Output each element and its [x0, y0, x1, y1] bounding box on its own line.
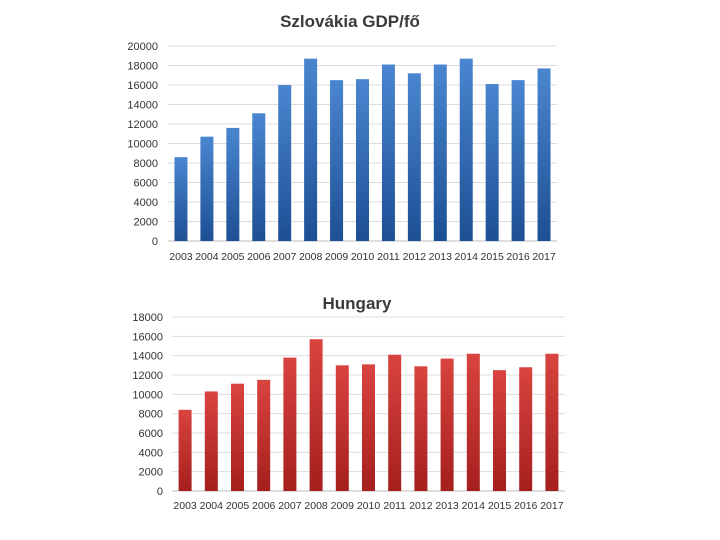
x-tick-label: 2014 — [455, 251, 479, 263]
bar-2005 — [231, 383, 244, 491]
y-tick-label: 6000 — [139, 428, 163, 440]
bar-2010 — [356, 79, 369, 242]
y-tick-label: 2000 — [134, 217, 158, 229]
x-tick-label: 2015 — [480, 251, 504, 263]
y-tick-label: 16000 — [127, 80, 158, 92]
y-tick-label: 0 — [152, 236, 158, 248]
x-tick-label: 2011 — [377, 251, 400, 263]
x-tick-label: 2013 — [435, 500, 459, 512]
bar-2012 — [414, 366, 428, 491]
plot-area: 0 2000 4000 6000 8000 10000 12000 14000 16000 180… — [132, 312, 565, 512]
x-tick-label: 2011 — [383, 500, 406, 512]
bar-2016 — [511, 80, 525, 241]
bar-2013 — [433, 64, 447, 242]
y-tick-label: 16000 — [132, 331, 163, 343]
x-tick-label: 2009 — [325, 251, 349, 263]
x-tick-label: 2003 — [169, 251, 193, 263]
bar-2005 — [226, 127, 240, 241]
bar-2017 — [537, 68, 551, 241]
bar-2009 — [330, 80, 344, 241]
bar-2014 — [459, 58, 473, 241]
x-tick-label: 2010 — [357, 500, 381, 512]
x-tick-label: 2015 — [488, 500, 512, 512]
bar-2014 — [466, 353, 480, 491]
chart-title: Szlovákia GDP/fő — [280, 12, 420, 31]
x-tick-label: 2005 — [226, 500, 250, 512]
y-tick-label: 10000 — [132, 389, 163, 401]
x-tick-label: 2004 — [195, 251, 219, 263]
x-tick-label: 2016 — [514, 500, 538, 512]
y-tick-label: 10000 — [127, 139, 158, 151]
x-tick-label: 2012 — [409, 500, 433, 512]
bar-2015 — [493, 370, 506, 491]
bar-2017 — [545, 353, 559, 491]
bar-2004 — [200, 136, 214, 241]
hungary-gdp-chart: Hungary 0 2000 4000 6000 8000 10000 12000 14000… — [132, 294, 565, 512]
bar-2007 — [283, 357, 297, 491]
y-tick-label: 14000 — [127, 100, 158, 112]
x-tick-label: 2016 — [506, 251, 530, 263]
x-tick-label: 2010 — [351, 251, 375, 263]
x-tick-label: 2006 — [247, 251, 271, 263]
x-tick-label: 2013 — [429, 251, 453, 263]
bar-2013 — [440, 358, 454, 491]
bar-2003 — [178, 409, 192, 491]
x-tick-label: 2012 — [403, 251, 427, 263]
bar-2011 — [388, 354, 402, 491]
y-tick-label: 18000 — [127, 61, 158, 73]
bar-2011 — [381, 64, 395, 242]
x-tick-label: 2007 — [273, 251, 297, 263]
y-tick-label: 6000 — [134, 178, 158, 190]
bar-2016 — [519, 367, 533, 491]
x-tick-label: 2014 — [462, 500, 486, 512]
y-tick-label: 12000 — [127, 119, 158, 131]
x-tick-label: 2008 — [299, 251, 323, 263]
y-tick-label: 8000 — [139, 409, 163, 421]
x-tick-label: 2017 — [540, 500, 564, 512]
bar-2007 — [278, 85, 292, 241]
slovakia-gdp-chart: Szlovákia GDP/fő 0 2000 4000 6000 8000 10000 1… — [127, 12, 557, 263]
x-tick-label: 2004 — [200, 500, 224, 512]
y-tick-label: 20000 — [127, 41, 158, 53]
bar-2010 — [362, 364, 375, 491]
x-tick-label: 2006 — [252, 500, 276, 512]
y-tick-label: 18000 — [132, 312, 163, 324]
x-tick-label: 2009 — [331, 500, 355, 512]
y-tick-label: 14000 — [132, 351, 163, 363]
chart-title: Hungary — [323, 294, 393, 313]
plot-area: 0 2000 4000 6000 8000 10000 12000 14000 16000 180… — [127, 41, 557, 263]
bar-2008 — [309, 339, 323, 491]
x-tick-label: 2008 — [304, 500, 328, 512]
bar-2004 — [204, 391, 218, 491]
y-tick-label: 8000 — [134, 158, 158, 170]
y-tick-label: 4000 — [134, 197, 158, 209]
x-tick-label: 2007 — [278, 500, 302, 512]
y-tick-label: 0 — [157, 486, 163, 498]
bar-2006 — [252, 113, 266, 241]
bar-2006 — [257, 379, 271, 491]
x-tick-label: 2017 — [532, 251, 556, 263]
bar-2003 — [174, 157, 188, 241]
y-tick-label: 2000 — [139, 467, 163, 479]
bar-2012 — [407, 73, 421, 241]
bar-2009 — [335, 365, 349, 491]
y-tick-label: 12000 — [132, 370, 163, 382]
y-tick-label: 4000 — [139, 447, 163, 459]
bar-2008 — [304, 58, 318, 241]
x-tick-label: 2003 — [173, 500, 197, 512]
bar-2015 — [485, 84, 499, 242]
x-tick-label: 2005 — [221, 251, 245, 263]
